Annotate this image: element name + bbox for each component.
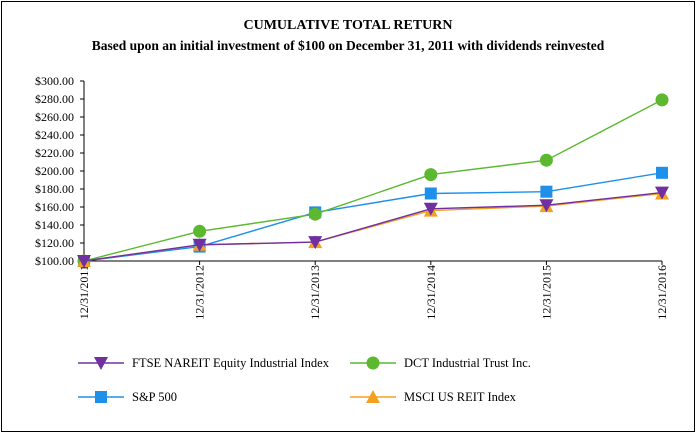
data-point bbox=[539, 199, 554, 213]
data-point bbox=[308, 236, 323, 250]
data-point bbox=[423, 202, 438, 216]
x-tick-label: 12/31/2012 bbox=[193, 265, 207, 320]
data-point bbox=[655, 93, 669, 107]
data-point bbox=[540, 185, 553, 198]
x-tick-label: 12/31/2016 bbox=[655, 265, 669, 320]
legend-swatch-msci bbox=[350, 390, 396, 403]
legend-swatch-sp500 bbox=[78, 391, 124, 403]
data-point bbox=[308, 207, 322, 221]
y-tick-label: $100.00 bbox=[35, 254, 74, 268]
y-tick-label: $180.00 bbox=[35, 182, 74, 196]
legend-marker bbox=[95, 391, 107, 403]
series-line bbox=[83, 172, 663, 262]
legend-label-sp500: S&P 500 bbox=[132, 389, 178, 404]
legend-item-ftse: FTSE NAREIT Equity Industrial Index bbox=[78, 353, 329, 373]
x-tick-label: 12/31/2013 bbox=[308, 265, 322, 320]
legend-item-dct: DCT Industrial Trust Inc. bbox=[350, 353, 531, 373]
chart-title: CUMULATIVE TOTAL RETURN bbox=[243, 18, 453, 33]
series-line bbox=[83, 191, 663, 262]
legend-marker bbox=[94, 357, 108, 370]
y-tick-label: $280.00 bbox=[35, 92, 74, 106]
legend-marker bbox=[366, 390, 380, 403]
chart-subtitle: Based upon an initial investment of $100… bbox=[91, 38, 605, 53]
series-3 bbox=[77, 186, 669, 267]
series-line bbox=[83, 99, 663, 262]
legend-swatch-dct bbox=[350, 356, 396, 370]
series-0 bbox=[77, 186, 669, 268]
data-point bbox=[539, 153, 553, 167]
y-tick-label: $120.00 bbox=[35, 236, 74, 250]
data-point bbox=[424, 187, 437, 200]
series-2 bbox=[78, 166, 668, 267]
y-tick-label: $300.00 bbox=[35, 74, 74, 88]
y-tick-label: $220.00 bbox=[35, 146, 74, 160]
y-tick-label: $260.00 bbox=[35, 110, 74, 124]
data-point bbox=[424, 168, 438, 182]
series-1 bbox=[77, 93, 669, 268]
y-tick-label: $200.00 bbox=[35, 164, 74, 178]
x-tick-label: 12/31/2014 bbox=[424, 265, 438, 320]
legend-item-msci: MSCI US REIT Index bbox=[350, 387, 516, 407]
data-point bbox=[655, 186, 669, 200]
legend-marker bbox=[366, 356, 380, 370]
legend-label-msci: MSCI US REIT Index bbox=[404, 389, 516, 404]
legend-label-ftse: FTSE NAREIT Equity Industrial Index bbox=[132, 355, 329, 370]
y-tick-label: $140.00 bbox=[35, 218, 74, 232]
legend-item-sp500: S&P 500 bbox=[78, 387, 177, 407]
x-tick-label: 12/31/2011 bbox=[77, 265, 91, 319]
data-point bbox=[77, 255, 91, 268]
legend-label-dct: DCT Industrial Trust Inc. bbox=[404, 355, 531, 370]
data-point bbox=[192, 238, 207, 252]
x-tick-label: 12/31/2015 bbox=[539, 265, 553, 320]
data-point bbox=[193, 224, 207, 238]
y-tick-label: $240.00 bbox=[35, 128, 74, 142]
data-point bbox=[656, 166, 668, 179]
y-tick-label: $160.00 bbox=[35, 200, 74, 214]
legend-swatch-ftse bbox=[78, 357, 124, 370]
